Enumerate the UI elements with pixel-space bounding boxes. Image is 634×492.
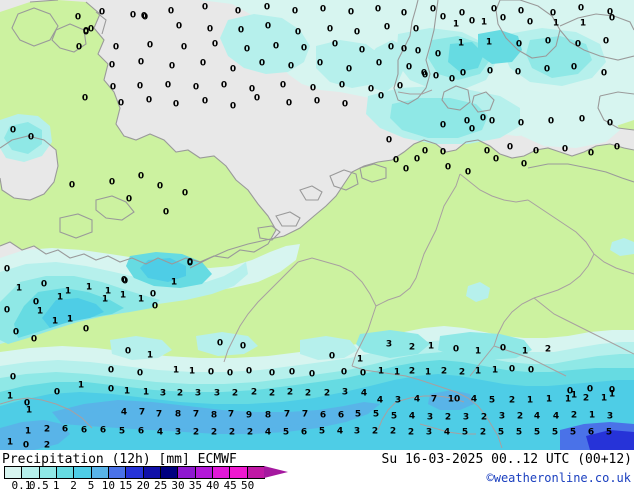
color-swatch-12	[212, 467, 231, 478]
color-swatch-1	[22, 467, 40, 478]
scale-tick-2: 2	[70, 479, 77, 492]
color-swatch-4	[74, 467, 92, 478]
color-swatch-5	[91, 467, 109, 478]
scale-tick-20: 20	[136, 479, 150, 492]
color-swatch-7	[126, 467, 144, 478]
scale-tick-40: 40	[206, 479, 220, 492]
color-swatch-0	[5, 467, 23, 478]
color-swatch-14	[247, 467, 264, 478]
scale-tick-15: 15	[119, 479, 133, 492]
scale-tick-0.1: 0.1	[11, 479, 32, 492]
color-swatch-13	[230, 467, 248, 478]
color-swatch-6	[108, 467, 127, 478]
scale-tick-35: 35	[188, 479, 203, 492]
scale-tick-0.5: 0.5	[28, 479, 49, 492]
color-swatch-11	[195, 467, 213, 478]
scale-tick-45: 45	[223, 479, 237, 492]
color-scale-tick-labels: 0.1 0.5 1 2 5 10 15 20 25 30 35 40 45 50	[0, 479, 300, 492]
color-scale-legend	[4, 466, 265, 479]
color-swatch-9	[160, 467, 179, 478]
forecast-datetime: Su 16-03-2025 00..12 UTC (00+12)	[381, 452, 632, 467]
scale-tick-10: 10	[101, 479, 116, 492]
scale-tick-30: 30	[171, 479, 185, 492]
copyright-link[interactable]: ©weatheronline.co.uk	[486, 471, 632, 485]
page-title: Precipitation (12h) [mm] ECMWF	[2, 452, 237, 467]
map-footer: Precipitation (12h) [mm] ECMWF Su 16-03-…	[0, 450, 634, 492]
color-swatch-10	[178, 467, 196, 478]
color-swatch-3	[56, 467, 75, 478]
scale-tick-50: 50	[240, 479, 255, 492]
scale-tick-1: 1	[52, 479, 60, 492]
color-swatch-8	[143, 467, 161, 478]
color-scale-overflow-arrow	[264, 466, 288, 478]
scale-tick-25: 25	[153, 479, 168, 492]
color-scale-swatches	[4, 466, 265, 479]
color-swatch-2	[39, 467, 57, 478]
scale-tick-5: 5	[87, 479, 95, 492]
